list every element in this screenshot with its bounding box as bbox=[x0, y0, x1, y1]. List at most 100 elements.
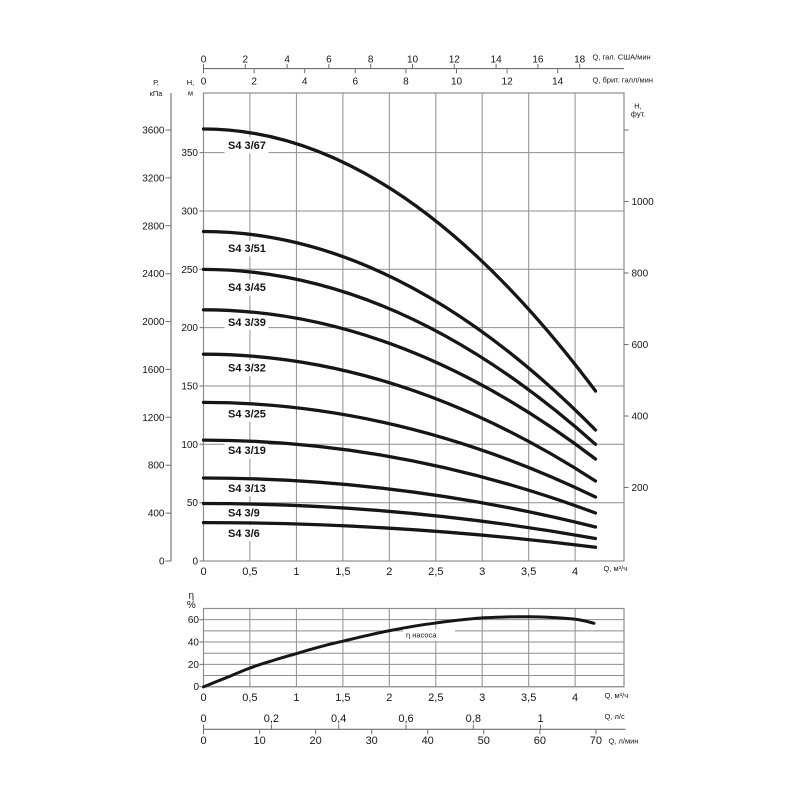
svg-text:60: 60 bbox=[188, 615, 200, 626]
svg-text:Q, м³/ч: Q, м³/ч bbox=[604, 564, 628, 573]
svg-text:1200: 1200 bbox=[142, 413, 165, 424]
svg-text:2,5: 2,5 bbox=[428, 692, 443, 704]
svg-text:50: 50 bbox=[478, 735, 490, 747]
svg-text:0,5: 0,5 bbox=[242, 692, 257, 704]
svg-text:0,8: 0,8 bbox=[466, 713, 481, 725]
svg-text:0: 0 bbox=[200, 735, 206, 747]
svg-text:14: 14 bbox=[552, 77, 564, 88]
svg-text:м: м bbox=[188, 89, 193, 98]
svg-text:600: 600 bbox=[632, 340, 649, 351]
svg-text:20: 20 bbox=[188, 660, 200, 671]
svg-text:70: 70 bbox=[590, 735, 602, 747]
svg-text:18: 18 bbox=[574, 54, 586, 65]
svg-text:250: 250 bbox=[181, 265, 198, 276]
svg-text:S4 3/39: S4 3/39 bbox=[228, 317, 266, 329]
svg-text:S4 3/67: S4 3/67 bbox=[228, 140, 266, 152]
svg-text:0: 0 bbox=[200, 692, 206, 704]
svg-text:3,5: 3,5 bbox=[521, 566, 536, 578]
svg-text:350: 350 bbox=[181, 148, 198, 159]
svg-text:300: 300 bbox=[181, 207, 198, 218]
svg-text:10: 10 bbox=[253, 735, 265, 747]
svg-text:0,4: 0,4 bbox=[331, 713, 346, 725]
svg-text:2,5: 2,5 bbox=[428, 566, 443, 578]
svg-text:S4 3/32: S4 3/32 bbox=[228, 363, 266, 375]
svg-text:S4 3/6: S4 3/6 bbox=[228, 528, 260, 540]
svg-text:4: 4 bbox=[302, 77, 308, 88]
svg-text:100: 100 bbox=[181, 440, 198, 451]
svg-text:8: 8 bbox=[403, 77, 409, 88]
svg-text:40: 40 bbox=[422, 735, 434, 747]
svg-text:20: 20 bbox=[309, 735, 321, 747]
svg-text:η насоса: η насоса bbox=[406, 631, 437, 640]
svg-text:0: 0 bbox=[200, 566, 206, 578]
svg-text:Q, л/с: Q, л/с bbox=[605, 712, 625, 721]
svg-text:2: 2 bbox=[243, 54, 249, 65]
svg-text:800: 800 bbox=[632, 269, 649, 280]
svg-text:50: 50 bbox=[187, 498, 199, 509]
svg-text:S4 3/13: S4 3/13 bbox=[228, 483, 266, 495]
svg-text:200: 200 bbox=[632, 483, 649, 494]
svg-text:0: 0 bbox=[159, 557, 165, 568]
svg-text:%: % bbox=[187, 600, 196, 611]
svg-text:14: 14 bbox=[491, 54, 503, 65]
svg-text:2: 2 bbox=[386, 566, 392, 578]
svg-text:6: 6 bbox=[326, 54, 332, 65]
svg-text:Н,: Н, bbox=[634, 102, 642, 111]
svg-text:2000: 2000 bbox=[142, 317, 165, 328]
svg-text:1600: 1600 bbox=[142, 365, 165, 376]
svg-text:η: η bbox=[189, 591, 195, 602]
svg-text:0,5: 0,5 bbox=[242, 566, 257, 578]
svg-text:2800: 2800 bbox=[142, 221, 165, 232]
svg-text:3200: 3200 bbox=[142, 173, 165, 184]
svg-text:60: 60 bbox=[534, 735, 546, 747]
svg-text:1,5: 1,5 bbox=[335, 692, 350, 704]
svg-text:4: 4 bbox=[572, 566, 578, 578]
svg-text:Q, л/мин: Q, л/мин bbox=[609, 737, 639, 746]
svg-text:16: 16 bbox=[532, 54, 544, 65]
svg-text:30: 30 bbox=[366, 735, 378, 747]
svg-text:10: 10 bbox=[407, 54, 419, 65]
svg-text:S4 3/19: S4 3/19 bbox=[228, 445, 266, 457]
svg-text:150: 150 bbox=[181, 382, 198, 393]
svg-text:8: 8 bbox=[368, 54, 374, 65]
svg-text:400: 400 bbox=[632, 412, 649, 423]
svg-text:Р,: Р, bbox=[153, 78, 159, 87]
svg-text:0: 0 bbox=[192, 557, 198, 568]
svg-text:0: 0 bbox=[200, 713, 206, 725]
svg-text:Q, гал. США/мин: Q, гал. США/мин bbox=[593, 53, 651, 62]
svg-text:фут.: фут. bbox=[631, 110, 646, 119]
svg-text:12: 12 bbox=[449, 54, 461, 65]
svg-text:Н,: Н, bbox=[187, 78, 195, 87]
svg-text:3,5: 3,5 bbox=[521, 692, 536, 704]
svg-text:Q, м³/ч: Q, м³/ч bbox=[605, 691, 629, 700]
svg-text:1,5: 1,5 bbox=[335, 566, 350, 578]
svg-text:0: 0 bbox=[201, 77, 207, 88]
svg-text:3: 3 bbox=[479, 692, 485, 704]
svg-text:40: 40 bbox=[188, 638, 200, 649]
svg-text:1: 1 bbox=[293, 692, 299, 704]
svg-text:0: 0 bbox=[193, 682, 199, 693]
svg-text:4: 4 bbox=[572, 692, 578, 704]
svg-text:кПа: кПа bbox=[150, 89, 164, 98]
svg-text:400: 400 bbox=[148, 509, 165, 520]
svg-text:1: 1 bbox=[538, 713, 544, 725]
svg-text:0,6: 0,6 bbox=[398, 713, 413, 725]
svg-text:S4 3/9: S4 3/9 bbox=[228, 508, 260, 520]
svg-text:2: 2 bbox=[386, 692, 392, 704]
svg-text:1: 1 bbox=[293, 566, 299, 578]
svg-text:3600: 3600 bbox=[142, 126, 165, 137]
svg-text:3: 3 bbox=[479, 566, 485, 578]
svg-text:S4 3/45: S4 3/45 bbox=[228, 282, 266, 294]
svg-text:6: 6 bbox=[353, 77, 359, 88]
svg-text:Q, брит. галл/мин: Q, брит. галл/мин bbox=[593, 75, 654, 84]
svg-text:800: 800 bbox=[148, 461, 165, 472]
svg-text:0: 0 bbox=[201, 54, 207, 65]
svg-text:2: 2 bbox=[251, 77, 257, 88]
svg-text:S4 3/51: S4 3/51 bbox=[228, 243, 266, 255]
svg-text:10: 10 bbox=[451, 77, 463, 88]
svg-text:1000: 1000 bbox=[632, 197, 655, 208]
svg-text:12: 12 bbox=[502, 77, 514, 88]
svg-text:200: 200 bbox=[181, 323, 198, 334]
svg-text:S4 3/25: S4 3/25 bbox=[228, 408, 266, 420]
svg-text:0,2: 0,2 bbox=[264, 713, 279, 725]
